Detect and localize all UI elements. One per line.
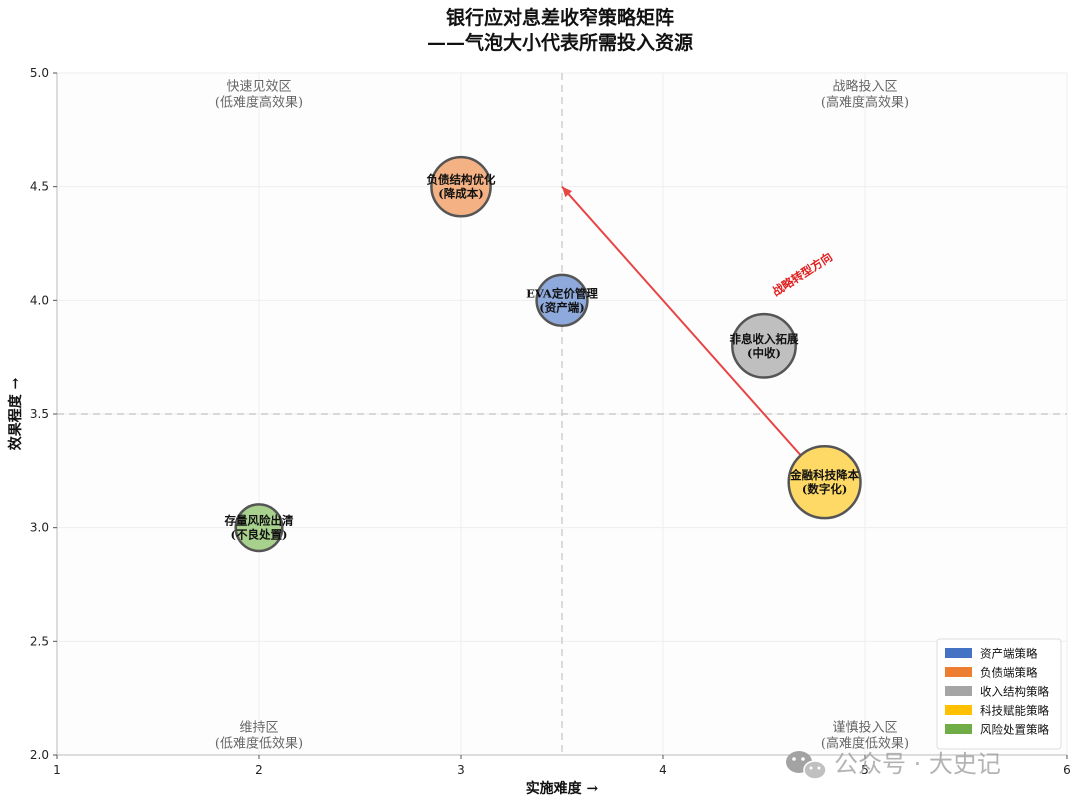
quadrant-label-2-title: 维持区 xyxy=(239,720,278,735)
bubble-4 xyxy=(234,503,284,553)
bubble-label-4-name: 存量风险出清 xyxy=(225,514,294,528)
legend-swatch-1 xyxy=(945,667,972,677)
chart-title-line-1: 银行应对息差收窄策略矩阵 xyxy=(446,6,674,29)
legend-swatch-2 xyxy=(945,686,972,696)
bubble-label-3-name: 金融科技降本 xyxy=(789,468,859,482)
y-tick-label-4: 4.0 xyxy=(30,293,49,307)
x-tick-label-2: 3 xyxy=(457,763,465,777)
legend-label-4: 风险处置策略 xyxy=(980,723,1049,737)
chart-title-line-2: ——气泡大小代表所需投入资源 xyxy=(427,31,693,54)
bubble-label-0-name: 负债结构优化 xyxy=(427,173,496,187)
bubble-label-2-note: (中收) xyxy=(747,346,781,360)
x-tick-label-1: 2 xyxy=(255,763,263,777)
legend-swatch-4 xyxy=(945,724,972,734)
bubble-label-0-note: (降成本) xyxy=(438,187,483,201)
arrow-shaft xyxy=(561,186,816,472)
chart-title: 银行应对息差收窄策略矩阵 ——气泡大小代表所需投入资源 xyxy=(427,6,693,54)
legend-label-2: 收入结构策略 xyxy=(980,685,1049,699)
quadrant-label-1-title: 战略投入区 xyxy=(832,78,897,94)
tick-labels: 1 2 3 4 5 6 2.0 2.5 3.0 3.5 4.0 4.5 5.0 xyxy=(30,66,1071,777)
bubble-label-4-note: (不良处置) xyxy=(231,528,288,542)
bubble-label-1-note: (资产端) xyxy=(539,300,584,314)
y-tick-label-5: 4.5 xyxy=(30,180,49,194)
quadrant-labels: 快速见效区(低难度高效果) 战略投入区(高难度高效果) 维持区(低难度低效果) 谨慎投… xyxy=(215,78,909,751)
legend-label-3: 科技赋能策略 xyxy=(980,704,1049,718)
legend-box xyxy=(936,638,1062,750)
wechat-icon xyxy=(786,751,827,780)
watermark-text: 公众号 · 大史记 xyxy=(834,750,1001,778)
quadrant-label-3-subtitle: (高难度低效果) xyxy=(821,735,909,751)
bubble-label-1-name: EVA定价管理 xyxy=(526,286,598,300)
y-axis-label: 效果程度 → xyxy=(7,377,24,450)
legend-label-0: 资产端策略 xyxy=(980,647,1038,661)
bubble-label-3-note: (数字化) xyxy=(802,482,847,496)
x-tick-label-4: 5 xyxy=(861,763,869,777)
quadrant-label-3-title: 谨慎投入区 xyxy=(832,719,897,735)
legend-swatch-3 xyxy=(945,705,972,715)
axes xyxy=(53,72,1068,759)
y-tick-label-2: 3.0 xyxy=(30,521,49,535)
x-axis-label: 实施难度 → xyxy=(526,780,599,797)
watermark: 公众号 · 大史记 xyxy=(786,750,1001,780)
bubble-3 xyxy=(787,445,862,520)
y-tick-label-3: 3.5 xyxy=(30,407,49,421)
quadrant-label-0-subtitle: (低难度高效果) xyxy=(215,94,303,110)
x-tick-label-3: 4 xyxy=(659,763,667,777)
bubbles xyxy=(234,155,862,553)
bubble-0 xyxy=(430,155,492,218)
legend-swatch-0 xyxy=(945,648,972,658)
bubble-labels: 负债结构优化(降成本)EVA定价管理(资产端)非息收入拓展(中收)金融科技降本(… xyxy=(225,173,860,542)
legend-label-1: 负债端策略 xyxy=(980,666,1038,680)
bubble-1 xyxy=(535,273,589,327)
bubble-label-2-name: 非息收入拓展 xyxy=(730,332,799,346)
arrow-head xyxy=(562,186,573,198)
y-tick-label-6: 5.0 xyxy=(30,66,49,80)
y-tick-label-1: 2.5 xyxy=(30,634,49,648)
x-tick-label-5: 6 xyxy=(1063,763,1071,777)
quadrant-label-1-subtitle: (高难度高效果) xyxy=(821,94,909,110)
quadrant-label-0-title: 快速见效区 xyxy=(226,79,291,94)
y-tick-label-0: 2.0 xyxy=(30,748,49,762)
x-tick-label-0: 1 xyxy=(53,763,61,777)
quadrant-label-2-subtitle: (低难度低效果) xyxy=(215,735,303,751)
bubble-2 xyxy=(731,312,797,379)
